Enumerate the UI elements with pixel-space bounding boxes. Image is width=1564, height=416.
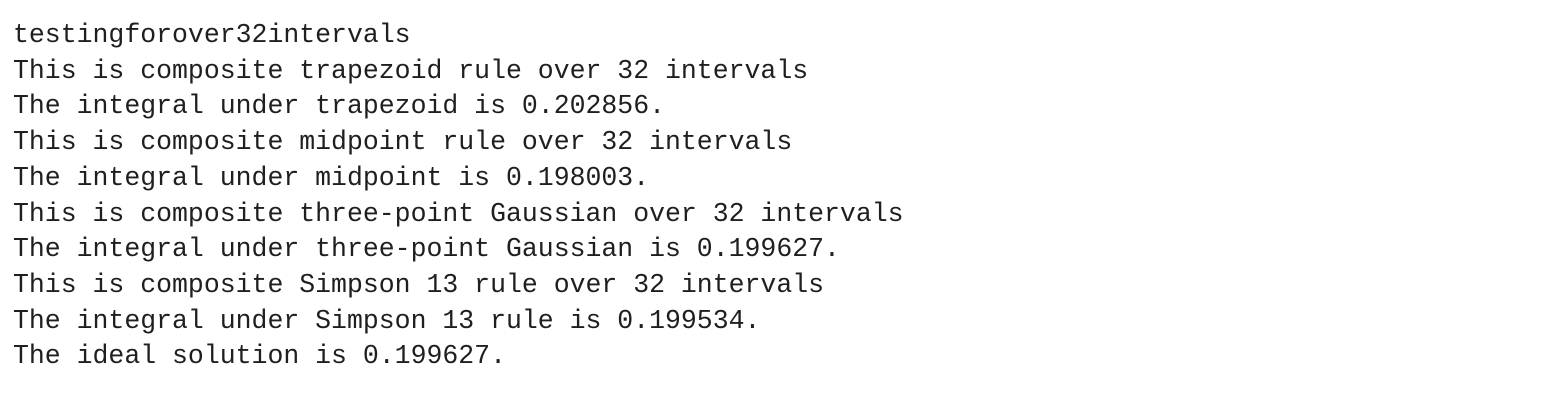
output-line-trapezoid-intro: This is composite trapezoid rule over 32… — [13, 55, 809, 86]
output-line-midpoint-intro: This is composite midpoint rule over 32 … — [13, 127, 793, 158]
output-line-gaussian-intro: This is composite three-point Gaussian o… — [13, 198, 904, 229]
output-line-midpoint-result: The integral under midpoint is 0.198003. — [13, 162, 650, 193]
output-line-gaussian-result: The integral under three-point Gaussian … — [13, 234, 840, 265]
output-line-header: testingforover32intervals — [13, 20, 411, 50]
output-line-ideal-solution: The ideal solution is 0.199627. — [13, 341, 506, 372]
output-line-simpson-intro: This is composite Simpson 13 rule over 3… — [13, 269, 825, 300]
output-line-simpson-result: The integral under Simpson 13 rule is 0.… — [13, 305, 761, 336]
output-line-trapezoid-result: The integral under trapezoid is 0.202856… — [13, 91, 666, 122]
